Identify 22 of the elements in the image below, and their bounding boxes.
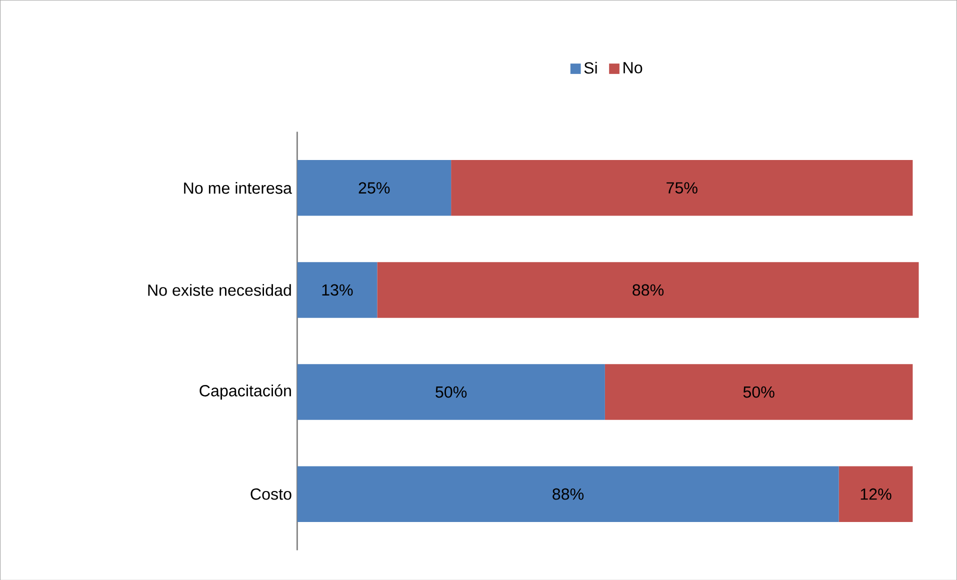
data-label: 50% — [436, 386, 467, 398]
bar — [297, 262, 378, 318]
data-label: 75% — [666, 182, 698, 194]
y-tick-label: No existe necesidad — [148, 284, 291, 296]
bar — [838, 466, 913, 522]
bar — [297, 466, 839, 522]
legend-label: Si — [584, 62, 597, 74]
y-tick-label: Capacitación — [200, 384, 291, 400]
bar — [377, 262, 919, 318]
bar — [297, 364, 605, 420]
bar — [297, 160, 452, 216]
data-label: 88% — [632, 284, 664, 296]
bar — [604, 364, 913, 420]
data-label: 13% — [322, 284, 353, 296]
y-tick-label: No me interesa — [184, 182, 292, 194]
data-label: 25% — [358, 182, 390, 194]
bar — [451, 160, 913, 216]
data-label: 12% — [860, 488, 892, 500]
y-tick-label: Costo — [250, 488, 292, 500]
data-label: 88% — [552, 488, 584, 500]
data-label: 50% — [743, 386, 774, 398]
legend-label: No — [624, 62, 642, 74]
